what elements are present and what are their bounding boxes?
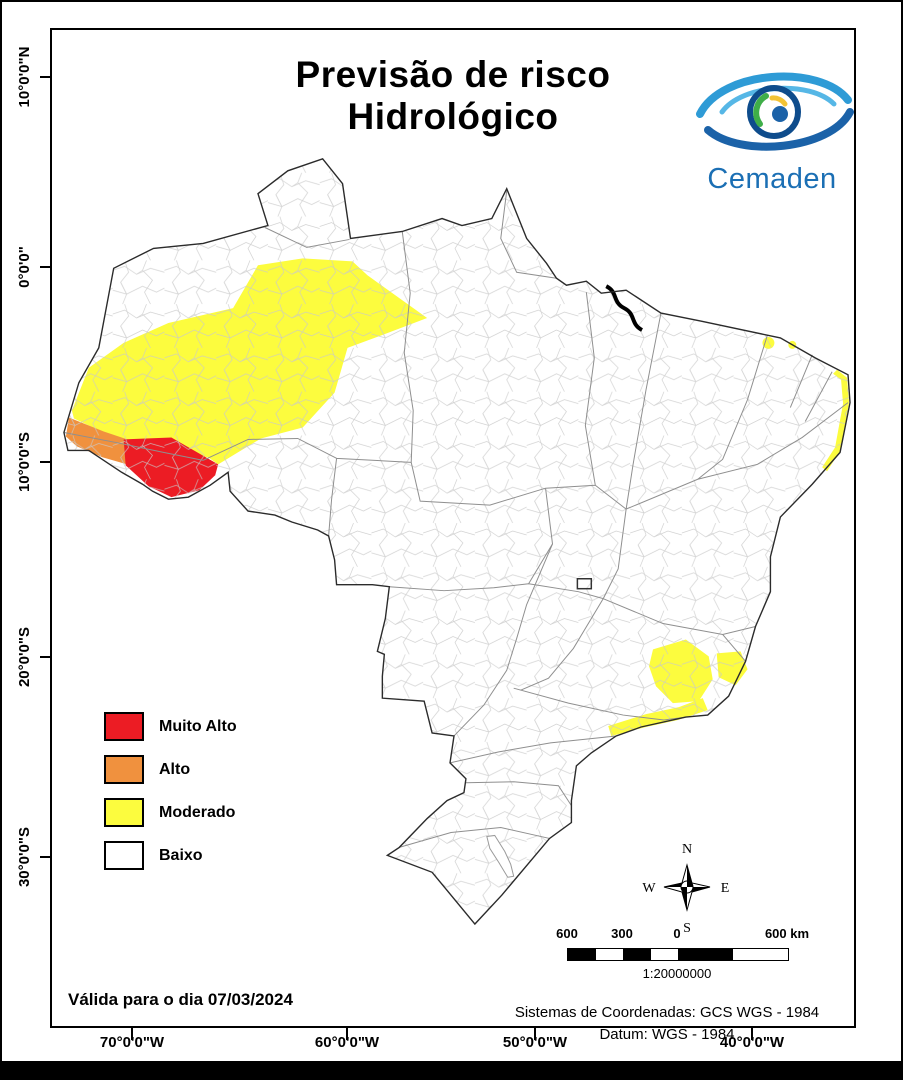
- lat-tick: [40, 656, 52, 658]
- scale-segment: [595, 949, 623, 960]
- validity-text: Válida para o dia 07/03/2024: [68, 990, 293, 1009]
- map-title-line1: Previsão de risco: [295, 54, 611, 95]
- lon-tick: [346, 1028, 348, 1040]
- lat-label-10n: 10°0'0"N: [16, 46, 33, 108]
- map-title-line2: Hidrológico: [347, 96, 559, 138]
- lat-tick: [40, 266, 52, 268]
- scale-segment: [568, 949, 596, 960]
- legend-item-alto: Alto: [104, 755, 237, 784]
- scale-label-300: 300: [611, 926, 633, 941]
- scale-ratio: 1:20000000: [642, 966, 712, 981]
- scale-bar-segments: [567, 948, 789, 961]
- lon-label-50w: 50°0'0"W: [502, 1034, 568, 1051]
- compass-s-label: S: [683, 921, 691, 936]
- legend-label-moderado: Moderado: [159, 803, 236, 821]
- compass-rose: N S E W: [642, 839, 730, 936]
- lon-tick: [131, 1028, 133, 1040]
- map-frame: Previsão de risco Hidrológico Cemaden: [50, 28, 857, 1043]
- compass-e-label: E: [721, 881, 730, 896]
- lat-tick: [40, 856, 52, 858]
- legend-item-muito-alto: Muito Alto: [104, 712, 237, 741]
- lon-label-40w: 40°0'0"W: [719, 1034, 785, 1051]
- scale-label-0: 0: [673, 926, 681, 941]
- lat-label-0: 0°0'0": [16, 246, 33, 288]
- lat-tick: [40, 461, 52, 463]
- brazil-map: [63, 158, 851, 925]
- legend-item-moderado: Moderado: [104, 798, 237, 827]
- legend-swatch-moderado: [104, 798, 144, 827]
- scale-segment: [623, 949, 651, 960]
- scale-segment: [678, 949, 733, 960]
- lat-label-10s: 10°0'0"S: [16, 431, 33, 493]
- scale-bar: 600 300 0 600 km 1:20000000: [556, 926, 857, 986]
- lat-tick: [40, 76, 52, 78]
- coordinate-system-line1: Sistemas de Coordenadas: GCS WGS - 1984: [514, 1004, 820, 1021]
- lagoon: [486, 834, 515, 878]
- legend-item-baixo: Baixo: [104, 841, 237, 870]
- legend-swatch-alto: [104, 755, 144, 784]
- coordinate-system-line2: Datum: WGS - 1984: [599, 1025, 735, 1043]
- coordinate-system-text: Sistemas de Coordenadas: GCS WGS - 1984 …: [452, 1002, 882, 1046]
- distrito-federal-boundary: [576, 578, 593, 590]
- scale-label-600-left: 600: [556, 926, 578, 941]
- legend-swatch-baixo: [104, 841, 144, 870]
- lon-tick: [534, 1028, 536, 1040]
- lat-label-20s: 20°0'0"S: [16, 626, 33, 688]
- scale-segment: [650, 949, 678, 960]
- cemaden-eye-icon: [696, 72, 854, 151]
- compass-n-label: N: [682, 842, 692, 857]
- legend-label-alto: Alto: [159, 760, 191, 778]
- lon-label-60w: 60°0'0"W: [314, 1034, 380, 1051]
- legend-label-baixo: Baixo: [159, 846, 203, 864]
- lat-label-30s: 30°0'0"S: [16, 826, 33, 888]
- cemaden-logo: Cemaden: [688, 56, 856, 204]
- legend-swatch-muito-alto: [104, 712, 144, 741]
- scale-label-600km: 600 km: [764, 926, 810, 941]
- legend-label-muito-alto: Muito Alto: [159, 717, 237, 735]
- lon-tick: [751, 1028, 753, 1040]
- cemaden-wordmark: Cemaden: [707, 163, 837, 195]
- compass-w-label: W: [642, 881, 656, 896]
- bottom-border-bar: [2, 1061, 901, 1078]
- lon-label-70w: 70°0'0"W: [99, 1034, 165, 1051]
- state-boundaries: [63, 190, 849, 848]
- scale-segment: [733, 949, 788, 960]
- legend: Muito Alto Alto Moderado Baixo: [104, 712, 237, 884]
- compass-star-icon: [663, 863, 711, 912]
- map-title: Previsão de risco Hidrológico: [52, 54, 854, 138]
